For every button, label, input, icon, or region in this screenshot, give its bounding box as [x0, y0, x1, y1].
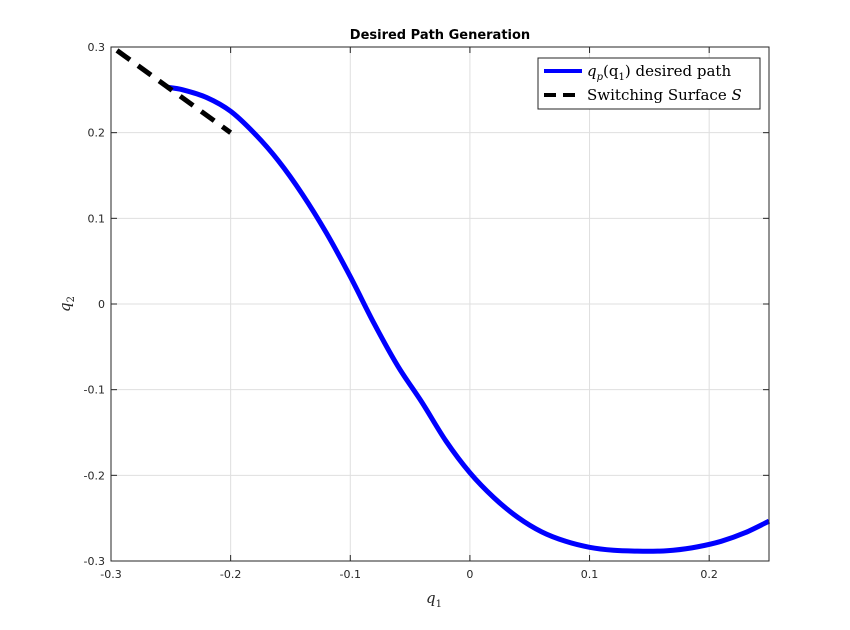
y-axis-label-main: q — [56, 302, 74, 312]
x-tick-label: 0 — [466, 568, 473, 581]
series-layer — [115, 48, 771, 554]
legend-subscript-1: 1 — [618, 72, 624, 83]
y-axis-label-subscript: 2 — [66, 296, 77, 302]
x-tick-label: 0.2 — [700, 568, 718, 581]
x-axis-label: q1 — [426, 589, 442, 610]
chart-title: Desired Path Generation — [350, 28, 530, 43]
legend-text-switching-surface: Switching Surface — [587, 86, 731, 104]
legend-symbol-s: S — [731, 86, 741, 104]
y-tick-labels: -0.3 -0.2 -0.1 0 0.1 0.2 0.3 — [84, 41, 105, 568]
x-tick-label: -0.2 — [220, 568, 241, 581]
x-tick-label: -0.3 — [100, 568, 121, 581]
y-tick-label: -0.1 — [84, 384, 105, 397]
legend-paren-open: (q — [603, 62, 619, 80]
y-axis-label: q2 — [56, 296, 77, 312]
x-tick-labels: -0.3 -0.2 -0.1 0 0.1 0.2 — [100, 568, 718, 581]
y-tick-label: 0.1 — [88, 212, 106, 225]
x-axis-label-main: q — [426, 589, 436, 607]
legend-box — [537, 57, 761, 110]
y-tick-label: 0.3 — [88, 41, 106, 54]
legend-math-q: q — [587, 62, 597, 80]
x-tick-label: 0.1 — [581, 568, 599, 581]
y-tick-label: -0.3 — [84, 555, 105, 568]
series-desired-path — [166, 84, 771, 554]
y-tick-label: -0.2 — [84, 469, 105, 482]
x-axis-label-subscript: 1 — [436, 599, 442, 610]
legend: qp(q1) desired path Switching Surface S — [537, 57, 761, 110]
legend-text-desired-path: ) desired path — [625, 62, 732, 80]
legend-entry-desired-path: qp(q1) desired path — [587, 62, 731, 83]
ticks — [110, 46, 769, 562]
y-tick-label: 0 — [98, 298, 105, 311]
legend-math-subscript-p: p — [597, 72, 604, 83]
y-tick-label: 0.2 — [88, 127, 106, 140]
legend-entry-switching-surface: Switching Surface S — [587, 86, 742, 104]
series-switching-surface — [115, 48, 233, 135]
x-tick-label: -0.1 — [340, 568, 361, 581]
